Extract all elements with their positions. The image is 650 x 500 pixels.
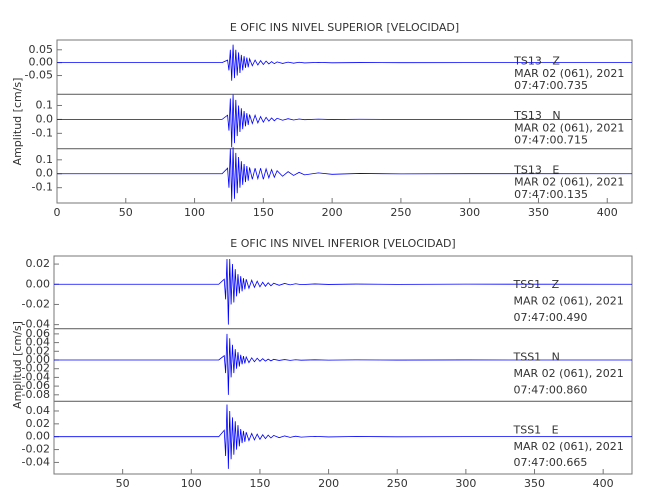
y-tick-label: -0.02 bbox=[22, 297, 50, 310]
y-tick-label: 0.02 bbox=[26, 257, 51, 270]
y-tick-label: 0.00 bbox=[26, 277, 51, 290]
x-tick-label: 150 bbox=[253, 206, 274, 219]
waveform bbox=[57, 44, 633, 81]
x-tick-label: 150 bbox=[249, 477, 270, 490]
y-axis-label: Amplitud [cm/s] bbox=[11, 321, 24, 409]
x-tick-label: 100 bbox=[184, 206, 205, 219]
chart-title: E OFIC INS NIVEL SUPERIOR [VELOCIDAD] bbox=[230, 21, 459, 34]
x-tick-label: 250 bbox=[390, 206, 411, 219]
time-label: 07:47:00.715 bbox=[514, 134, 588, 147]
y-tick-label: 0.06 bbox=[26, 327, 51, 340]
x-tick-label: 200 bbox=[318, 477, 339, 490]
x-tick-label: 50 bbox=[119, 206, 133, 219]
waveform bbox=[57, 147, 633, 202]
y-tick-label: 0.05 bbox=[29, 43, 54, 56]
waveform bbox=[54, 259, 633, 325]
waveform bbox=[54, 333, 633, 395]
date-label: MAR 02 (061), 2021 bbox=[514, 67, 624, 80]
y-tick-label: 0.02 bbox=[26, 417, 51, 430]
x-tick-label: 350 bbox=[524, 477, 545, 490]
y-tick-label: 0.0 bbox=[36, 167, 54, 180]
y-tick-label: 0.00 bbox=[26, 353, 51, 366]
y-tick-label: -0.04 bbox=[22, 455, 50, 468]
station-label: TSS1 E bbox=[513, 423, 559, 436]
y-tick-label: 0.00 bbox=[29, 56, 54, 69]
x-tick-label: 350 bbox=[528, 206, 549, 219]
station-label: TSS1 Z bbox=[513, 278, 560, 291]
station-label: TS13 Z bbox=[513, 55, 560, 68]
y-tick-label: 0.04 bbox=[26, 336, 51, 349]
x-tick-label: 250 bbox=[387, 477, 408, 490]
y-tick-label: -0.04 bbox=[22, 318, 50, 331]
y-tick-label: -0.05 bbox=[25, 69, 53, 82]
x-tick-label: 300 bbox=[459, 206, 480, 219]
x-tick-label: 400 bbox=[593, 477, 614, 490]
time-label: 07:47:00.665 bbox=[514, 456, 588, 469]
x-tick-label: 300 bbox=[455, 477, 476, 490]
date-label: MAR 02 (061), 2021 bbox=[514, 440, 624, 453]
y-tick-label: -0.06 bbox=[22, 379, 50, 392]
y-tick-label: -0.1 bbox=[32, 181, 53, 194]
y-tick-label: -0.08 bbox=[22, 388, 50, 401]
waveform bbox=[54, 404, 633, 469]
y-tick-label: 0.02 bbox=[26, 344, 51, 357]
y-tick-label: -0.02 bbox=[22, 362, 50, 375]
date-label: MAR 02 (061), 2021 bbox=[514, 176, 624, 189]
y-tick-label: 0.1 bbox=[36, 153, 54, 166]
y-tick-label: -0.04 bbox=[22, 370, 50, 383]
subplot-frame bbox=[53, 400, 633, 475]
y-tick-label: 0.04 bbox=[26, 404, 51, 417]
station-label: TS13 E bbox=[513, 163, 559, 176]
time-label: 07:47:00.490 bbox=[514, 311, 588, 324]
date-label: MAR 02 (061), 2021 bbox=[514, 294, 624, 307]
y-tick-label: -0.02 bbox=[22, 443, 50, 456]
waveform bbox=[57, 94, 633, 148]
y-tick-label: 0.00 bbox=[26, 430, 51, 443]
y-tick-label: 0.0 bbox=[36, 112, 54, 125]
y-axis-label: Amplitud [cm/s] bbox=[11, 78, 24, 166]
station-label: TS13 N bbox=[513, 109, 560, 122]
station-label: TSS1 N bbox=[513, 351, 560, 364]
x-tick-label: 400 bbox=[597, 206, 618, 219]
x-tick-label: 50 bbox=[116, 477, 130, 490]
x-tick-label: 100 bbox=[181, 477, 202, 490]
chart-title: E OFIC INS NIVEL INFERIOR [VELOCIDAD] bbox=[230, 237, 455, 250]
time-label: 07:47:00.735 bbox=[514, 79, 588, 92]
time-label: 07:47:00.860 bbox=[514, 383, 588, 396]
date-label: MAR 02 (061), 2021 bbox=[514, 367, 624, 380]
subplot-frame bbox=[56, 148, 633, 204]
y-tick-label: 0.1 bbox=[36, 98, 54, 111]
time-label: 07:47:00.135 bbox=[514, 188, 588, 201]
x-tick-label: 200 bbox=[322, 206, 343, 219]
x-tick-label: 0 bbox=[54, 206, 61, 219]
date-label: MAR 02 (061), 2021 bbox=[514, 121, 624, 134]
y-tick-label: -0.1 bbox=[32, 126, 53, 139]
